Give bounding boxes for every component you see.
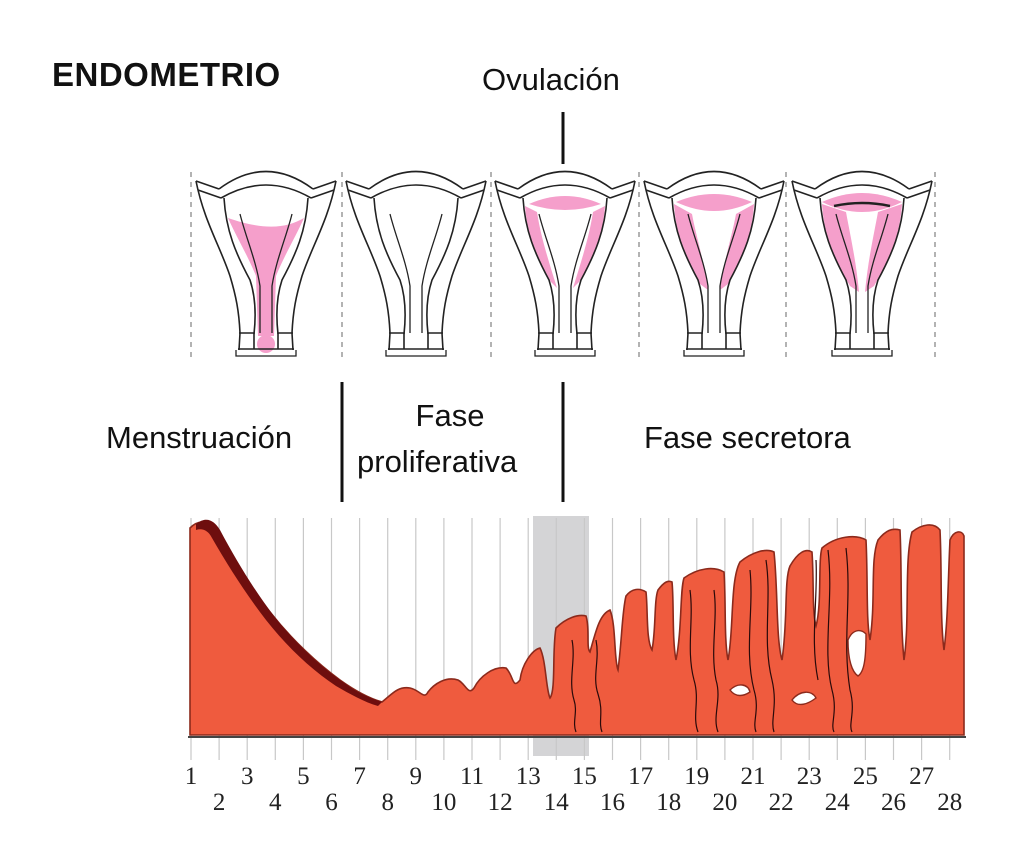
day-label: 15	[572, 763, 597, 790]
day-label: 25	[853, 763, 878, 790]
day-label: 8	[381, 789, 394, 816]
day-label: 20	[712, 789, 737, 816]
day-label: 12	[488, 789, 513, 816]
day-label: 5	[297, 763, 310, 790]
uterus-ovulation-icon	[494, 170, 636, 357]
day-labels: 1234567891011121314151617181920212223242…	[185, 763, 962, 816]
secretory-label: Fase secretora	[644, 420, 851, 455]
day-label: 10	[431, 789, 456, 816]
uterus-early-proliferative-icon	[345, 170, 487, 357]
day-label: 22	[769, 789, 794, 816]
day-label: 6	[325, 789, 338, 816]
day-label: 19	[684, 763, 709, 790]
proliferative-label-line2: proliferativa	[357, 444, 518, 479]
uterus-menstruation-icon	[195, 170, 337, 357]
endometrium-profile	[189, 519, 965, 736]
day-label: 2	[213, 789, 226, 816]
day-label: 4	[269, 789, 282, 816]
menstruation-label: Menstruación	[106, 420, 293, 455]
uterus-secretory-icon	[643, 170, 785, 357]
day-label: 17	[628, 763, 653, 790]
ovulation-label: Ovulación	[482, 62, 620, 97]
day-label: 14	[544, 789, 570, 816]
day-label: 27	[909, 763, 934, 790]
day-label: 13	[516, 763, 541, 790]
day-label: 18	[656, 789, 681, 816]
day-label: 24	[825, 789, 851, 816]
day-label: 11	[460, 763, 484, 790]
day-label: 26	[881, 789, 906, 816]
day-label: 7	[353, 763, 366, 790]
day-label: 28	[937, 789, 962, 816]
day-label: 21	[741, 763, 766, 790]
day-label: 3	[241, 763, 254, 790]
day-label: 9	[410, 763, 423, 790]
day-label: 23	[797, 763, 822, 790]
uterus-panel-separators	[190, 172, 936, 362]
page-title: ENDOMETRIO	[52, 56, 281, 93]
uterus-late-secretory-icon	[791, 170, 933, 357]
menstrual-shedding-layer	[196, 519, 382, 706]
day-label: 1	[185, 763, 198, 790]
day-label: 16	[600, 789, 625, 816]
proliferative-label-line1: Fase	[415, 398, 485, 433]
